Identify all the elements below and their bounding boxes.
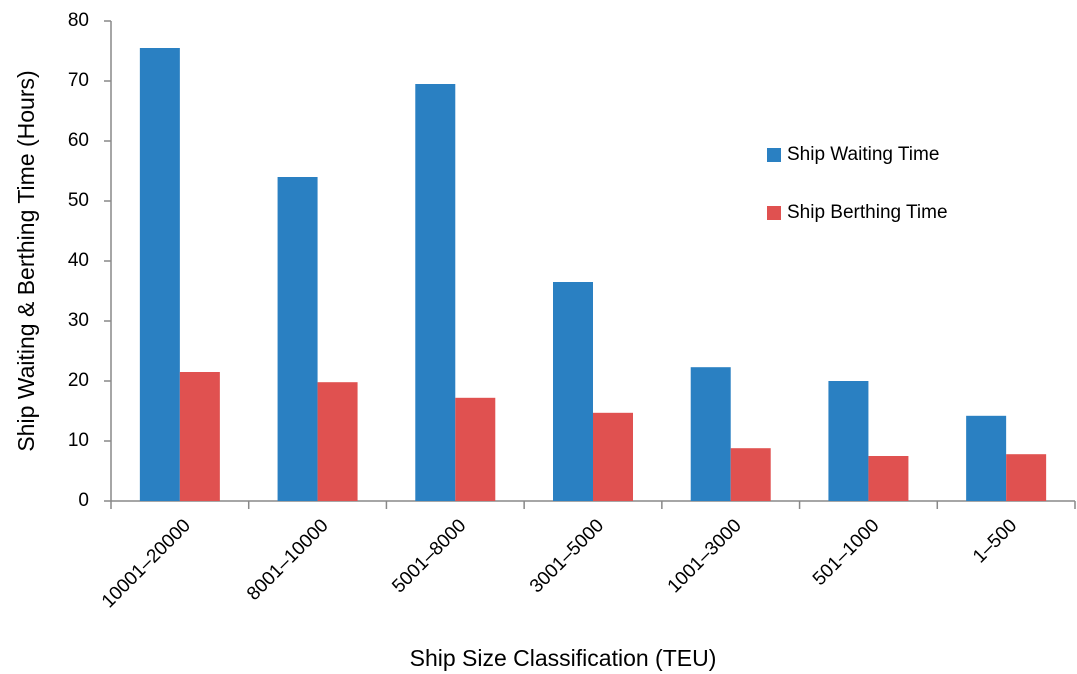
bar bbox=[139, 48, 180, 501]
legend-label: Ship Waiting Time bbox=[787, 144, 939, 165]
y-tick-label: 10 bbox=[68, 430, 89, 451]
y-tick-label: 80 bbox=[68, 10, 89, 31]
y-tick-label: 20 bbox=[68, 370, 89, 391]
y-tick-label: 40 bbox=[68, 250, 89, 271]
bar bbox=[553, 282, 593, 501]
y-axis-title: Ship Waiting & Berthing Time (Hours) bbox=[13, 70, 39, 451]
bar bbox=[317, 382, 358, 501]
bar bbox=[966, 415, 1007, 501]
x-tick-label: 8001–10000 bbox=[243, 515, 333, 605]
bar bbox=[730, 448, 771, 501]
y-tick-label: 0 bbox=[78, 490, 89, 511]
y-tick-label: 70 bbox=[68, 70, 89, 91]
bar bbox=[1006, 454, 1047, 501]
bar bbox=[455, 397, 496, 501]
bar bbox=[277, 177, 318, 501]
x-tick-label: 1–500 bbox=[969, 515, 1021, 567]
x-tick-label: 10001–20000 bbox=[98, 515, 195, 612]
x-tick-label: 5001–8000 bbox=[388, 515, 470, 597]
legend-label: Ship Berthing Time bbox=[787, 202, 948, 223]
bar bbox=[868, 456, 909, 501]
bar bbox=[415, 84, 456, 501]
bar bbox=[593, 412, 633, 501]
y-tick-label: 60 bbox=[68, 130, 89, 151]
bar bbox=[690, 367, 731, 501]
x-axis-title: Ship Size Classification (TEU) bbox=[410, 645, 717, 671]
bar bbox=[179, 372, 220, 501]
y-tick-label: 50 bbox=[68, 190, 89, 211]
y-tick-label: 30 bbox=[68, 310, 89, 331]
bar bbox=[828, 381, 869, 501]
legend-swatch bbox=[767, 206, 781, 220]
x-tick-label: 1001–3000 bbox=[664, 515, 746, 597]
x-tick-label: 3001–5000 bbox=[526, 515, 608, 597]
x-tick-label: 501–1000 bbox=[809, 515, 884, 590]
legend-swatch bbox=[767, 148, 781, 162]
